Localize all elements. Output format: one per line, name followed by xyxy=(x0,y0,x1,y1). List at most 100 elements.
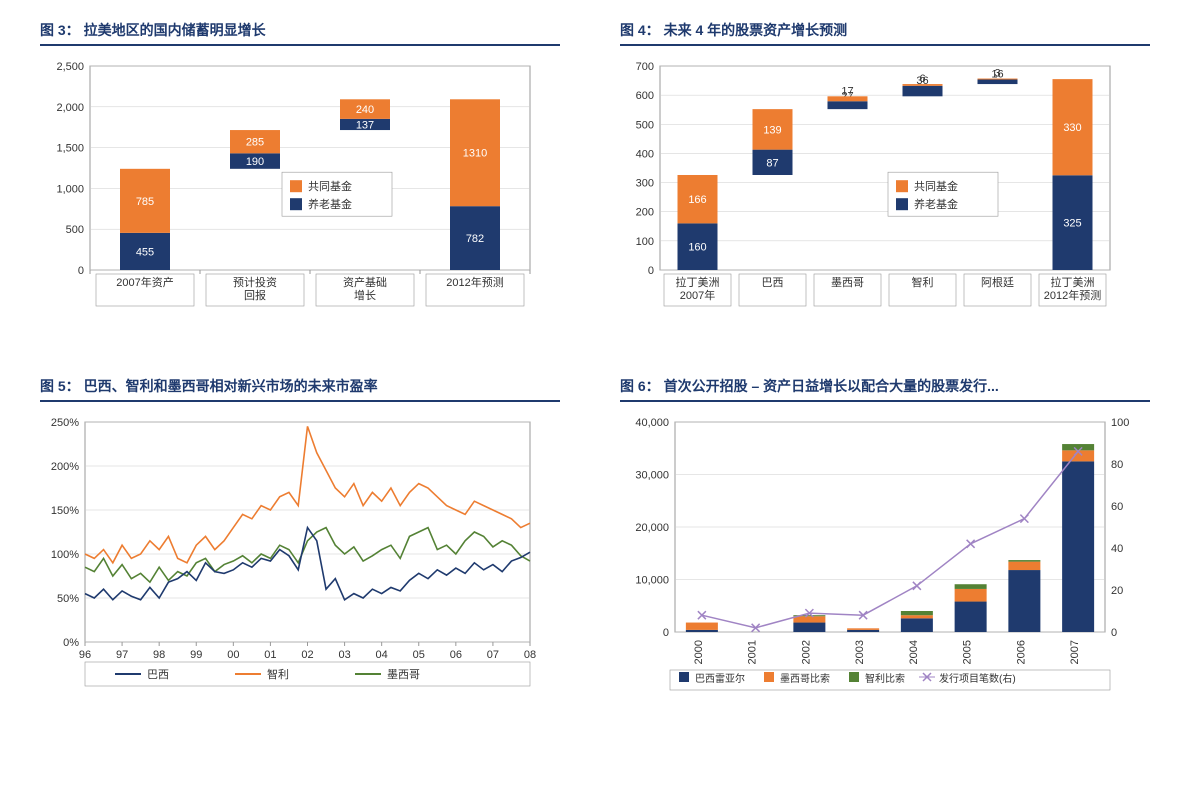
svg-text:200%: 200% xyxy=(51,461,79,473)
svg-text:智利比索: 智利比索 xyxy=(865,672,905,685)
svg-text:04: 04 xyxy=(376,649,388,661)
svg-text:785: 785 xyxy=(136,196,154,208)
svg-text:96: 96 xyxy=(79,649,91,661)
svg-text:增长: 增长 xyxy=(354,288,376,302)
svg-text:共同基金: 共同基金 xyxy=(914,179,958,193)
svg-text:160: 160 xyxy=(688,242,706,254)
svg-text:回报: 回报 xyxy=(244,288,266,302)
chart-3-title: 拉美地区的国内储蓄明显增长 xyxy=(84,22,266,38)
chart-3-plot: 05001,0001,5002,0002,5004557852007年资产190… xyxy=(40,56,560,306)
svg-text:2,500: 2,500 xyxy=(56,61,84,73)
chart-6-title: 首次公开招股 – 资产日益增长以配合大量的股票发行... xyxy=(664,378,999,394)
svg-text:87: 87 xyxy=(766,157,778,169)
svg-text:2005: 2005 xyxy=(962,640,974,664)
chart-4-panel: 图 4： 未来 4 年的股票资产增长预测 0100200300400500600… xyxy=(620,20,1150,306)
svg-text:80: 80 xyxy=(1111,459,1123,471)
svg-text:20,000: 20,000 xyxy=(635,522,669,534)
chart-3-fignum: 图 3： xyxy=(40,22,80,38)
svg-text:养老基金: 养老基金 xyxy=(308,197,352,211)
svg-text:150%: 150% xyxy=(51,505,79,517)
svg-text:1,000: 1,000 xyxy=(56,183,84,195)
svg-text:97: 97 xyxy=(116,649,128,661)
svg-text:190: 190 xyxy=(246,156,264,168)
svg-text:0: 0 xyxy=(1111,627,1117,639)
svg-text:6: 6 xyxy=(919,73,925,85)
chart-5-plot: 0%50%100%150%200%250%9697989900010203040… xyxy=(40,412,560,692)
svg-text:巴西雷亚尔: 巴西雷亚尔 xyxy=(695,672,745,685)
chart-3-panel: 图 3： 拉美地区的国内储蓄明显增长 05001,0001,5002,0002,… xyxy=(40,20,560,306)
svg-text:2003: 2003 xyxy=(854,640,866,664)
svg-text:330: 330 xyxy=(1063,122,1081,134)
svg-text:782: 782 xyxy=(466,233,484,245)
svg-text:03: 03 xyxy=(338,649,350,661)
svg-text:阿根廷: 阿根廷 xyxy=(981,275,1014,289)
svg-text:17: 17 xyxy=(841,85,853,97)
svg-text:2000: 2000 xyxy=(693,640,705,664)
svg-text:455: 455 xyxy=(136,246,154,258)
svg-text:巴西: 巴西 xyxy=(147,669,169,681)
svg-text:资产基础: 资产基础 xyxy=(343,275,387,289)
svg-text:166: 166 xyxy=(688,194,706,206)
chart-4-title-row: 图 4： 未来 4 年的股票资产增长预测 xyxy=(620,20,1150,46)
svg-text:3: 3 xyxy=(994,68,1000,80)
chart-5-title: 巴西、智利和墨西哥相对新兴市场的未来市盈率 xyxy=(84,378,378,394)
chart-5-panel: 图 5： 巴西、智利和墨西哥相对新兴市场的未来市盈率 0% 50% 100% 150%… xyxy=(40,376,560,692)
svg-text:墨西哥: 墨西哥 xyxy=(387,668,420,681)
svg-text:100: 100 xyxy=(1111,417,1129,429)
svg-text:05: 05 xyxy=(413,649,425,661)
svg-text:01: 01 xyxy=(264,649,276,661)
svg-text:00: 00 xyxy=(227,649,239,661)
svg-text:99: 99 xyxy=(190,649,202,661)
chart-3-title-row: 图 3： 拉美地区的国内储蓄明显增长 xyxy=(40,20,560,46)
svg-text:250%: 250% xyxy=(51,417,79,429)
svg-text:98: 98 xyxy=(153,649,165,661)
svg-text:60: 60 xyxy=(1111,501,1123,513)
svg-text:智利: 智利 xyxy=(267,667,289,681)
svg-text:325: 325 xyxy=(1063,218,1081,230)
svg-text:40,000: 40,000 xyxy=(635,417,669,429)
svg-text:智利: 智利 xyxy=(912,275,934,289)
chart-6-fignum: 图 6： xyxy=(620,378,660,394)
svg-text:2007年资产: 2007年资产 xyxy=(116,275,173,289)
svg-text:700: 700 xyxy=(636,61,654,73)
svg-text:预计投资: 预计投资 xyxy=(233,275,277,289)
svg-text:139: 139 xyxy=(763,124,781,136)
svg-text:2004: 2004 xyxy=(908,640,920,664)
svg-text:2012年预测: 2012年预测 xyxy=(446,275,503,289)
svg-text:1,500: 1,500 xyxy=(56,143,84,155)
svg-text:200: 200 xyxy=(636,207,654,219)
svg-text:2001: 2001 xyxy=(747,640,759,664)
svg-text:0%: 0% xyxy=(63,637,79,649)
svg-text:0: 0 xyxy=(648,265,654,277)
svg-text:墨西哥比索: 墨西哥比索 xyxy=(780,672,830,685)
svg-text:养老基金: 养老基金 xyxy=(914,197,958,211)
svg-text:100: 100 xyxy=(636,236,654,248)
svg-text:137: 137 xyxy=(356,119,374,131)
svg-text:600: 600 xyxy=(636,90,654,102)
chart-6-title-row: 图 6： 首次公开招股 – 资产日益增长以配合大量的股票发行... xyxy=(620,376,1150,402)
svg-text:巴西: 巴西 xyxy=(762,277,784,289)
svg-text:50%: 50% xyxy=(57,593,79,605)
chart-4-plot: 0100200300400500600700160166拉丁美洲2007年871… xyxy=(620,56,1150,306)
svg-text:2007年: 2007年 xyxy=(680,288,715,302)
svg-text:墨西哥: 墨西哥 xyxy=(831,276,864,289)
svg-text:拉丁美洲: 拉丁美洲 xyxy=(1051,275,1095,289)
chart-5-title-row: 图 5： 巴西、智利和墨西哥相对新兴市场的未来市盈率 xyxy=(40,376,560,402)
svg-text:10,000: 10,000 xyxy=(635,575,669,587)
svg-text:40: 40 xyxy=(1111,543,1123,555)
svg-text:2006: 2006 xyxy=(1015,640,1027,664)
svg-text:1310: 1310 xyxy=(463,148,487,160)
svg-text:100%: 100% xyxy=(51,549,79,561)
svg-text:500: 500 xyxy=(66,224,84,236)
svg-text:500: 500 xyxy=(636,119,654,131)
svg-text:2007: 2007 xyxy=(1069,640,1081,664)
chart-6-plot: 010,00020,00030,00040,000020406080100200… xyxy=(620,412,1150,692)
svg-text:0: 0 xyxy=(663,627,669,639)
chart-4-fignum: 图 4： xyxy=(620,22,660,38)
svg-text:2002: 2002 xyxy=(800,640,812,664)
svg-text:拉丁美洲: 拉丁美洲 xyxy=(676,275,720,289)
svg-text:300: 300 xyxy=(636,178,654,190)
svg-text:06: 06 xyxy=(450,649,462,661)
svg-text:08: 08 xyxy=(524,649,536,661)
svg-text:发行项目笔数(右): 发行项目笔数(右) xyxy=(939,672,1016,685)
